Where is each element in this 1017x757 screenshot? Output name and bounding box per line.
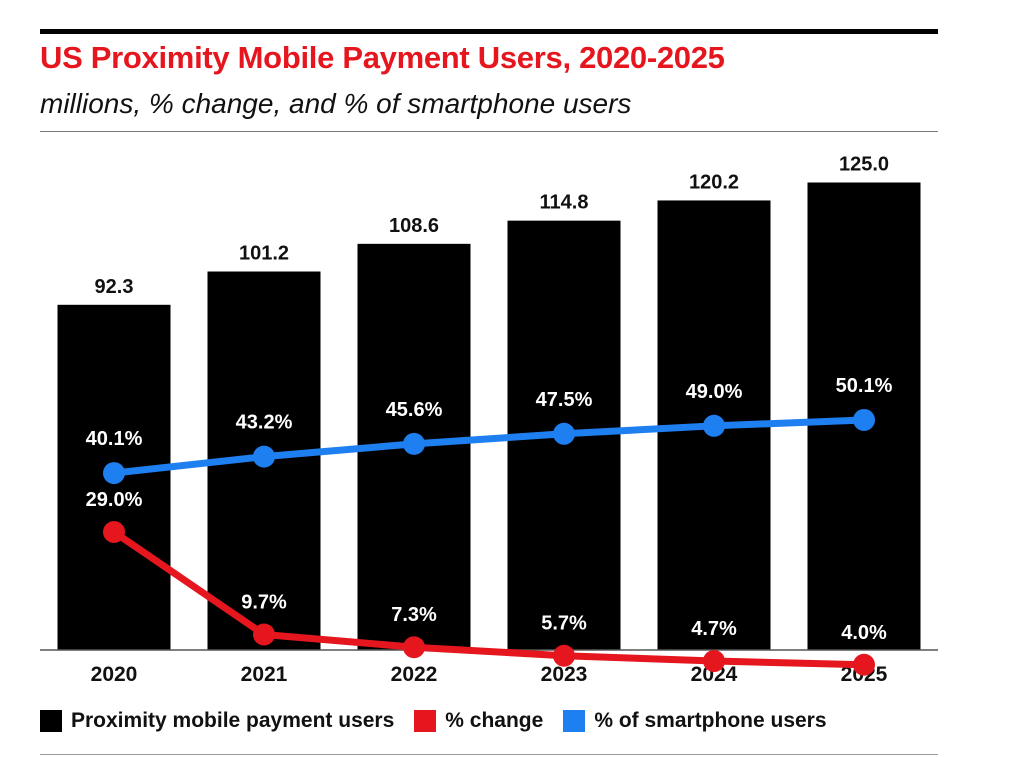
point-smartphone-2022: [403, 432, 425, 455]
bar-value-label-2022: 108.6: [389, 215, 439, 237]
title-divider: [40, 131, 938, 132]
label-change-2021: 9.7%: [241, 591, 287, 613]
bar-value-label-2021: 101.2: [239, 243, 289, 265]
top-rule: [40, 29, 938, 34]
label-change-2022: 7.3%: [391, 604, 437, 626]
bar-value-label-2023: 114.8: [540, 192, 589, 214]
bar-value-label-2025: 125.0: [839, 154, 889, 176]
label-smartphone-2023: 47.5%: [536, 389, 593, 411]
point-change-2021: [253, 623, 275, 646]
legend-label-smartphone: % of smartphone users: [594, 709, 827, 732]
label-smartphone-2024: 49.0%: [686, 381, 743, 403]
x-tick-label-2023: 2023: [541, 663, 588, 686]
label-change-2020: 29.0%: [86, 489, 143, 511]
chart-title: US Proximity Mobile Payment Users, 2020-…: [40, 40, 725, 75]
legend-item-smartphone: % of smartphone users: [563, 709, 827, 733]
point-smartphone-2025: [853, 408, 875, 431]
label-change-2025: 4.0%: [841, 622, 887, 644]
chart-plot: 92.3 101.2 108.6 114.8 120.2 125.0 2020 2021 202…: [40, 154, 938, 686]
legend-swatch-change: [414, 710, 437, 732]
bar-value-label-2024: 120.2: [689, 171, 739, 193]
label-smartphone-2025: 50.1%: [836, 375, 893, 397]
label-smartphone-2021: 43.2%: [236, 412, 293, 434]
point-change-2023: [553, 644, 575, 667]
point-smartphone-2023: [553, 422, 575, 445]
label-smartphone-2022: 45.6%: [386, 399, 443, 421]
label-change-2023: 5.7%: [541, 613, 587, 635]
point-smartphone-2024: [703, 414, 725, 437]
legend-label-change: % change: [445, 709, 544, 732]
point-smartphone-2021: [253, 445, 275, 468]
label-smartphone-2020: 40.1%: [86, 428, 143, 450]
x-tick-label-2024: 2024: [691, 663, 738, 686]
line-change: [110, 528, 868, 669]
legend-item-users: Proximity mobile payment users: [40, 709, 394, 733]
x-tick-label-2022: 2022: [391, 663, 438, 686]
x-tick-label-2021: 2021: [241, 663, 288, 686]
chart-legend: Proximity mobile payment users % change …: [40, 707, 827, 735]
chart-subtitle: millions, % change, and % of smartphone …: [40, 88, 632, 119]
point-change-2024: [703, 650, 725, 673]
legend-swatch-users: [40, 710, 62, 732]
legend-item-change: % change: [414, 709, 543, 733]
point-change-2025: [853, 653, 875, 676]
point-smartphone-2020: [103, 462, 125, 485]
point-change-2020: [103, 521, 125, 544]
legend-swatch-smartphone: [563, 710, 586, 732]
x-tick-label-2020: 2020: [91, 663, 138, 686]
point-change-2022: [403, 636, 425, 659]
legend-label-users: Proximity mobile payment users: [71, 709, 395, 732]
label-change-2024: 4.7%: [691, 618, 737, 640]
bottom-rule: [40, 754, 938, 755]
line-smartphone: [110, 416, 868, 477]
bar-value-label-2020: 92.3: [95, 276, 134, 298]
